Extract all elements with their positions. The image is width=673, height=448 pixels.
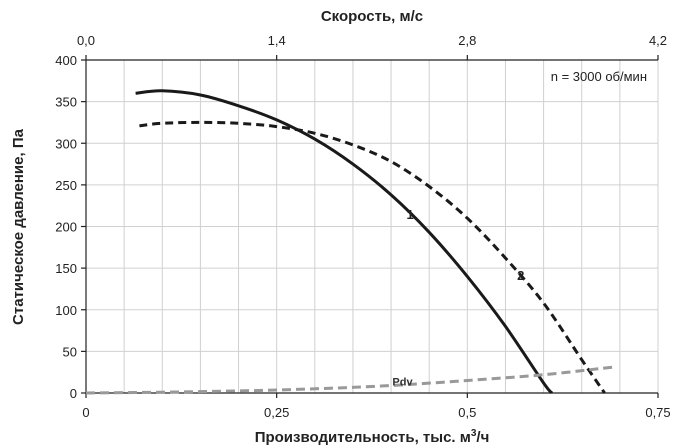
x2-tick-label: 2,8 (458, 33, 476, 48)
tick-labels: 0 0,25 0,5 0,75 0,0 1,4 2,8 4,2 0 50 100 150 200 250 3… (55, 33, 670, 420)
x2-tick-label: 0,0 (77, 33, 95, 48)
x-tick-label: 0,75 (645, 405, 670, 420)
x-tick-label: 0 (82, 405, 89, 420)
series-line-pdv (85, 365, 613, 395)
x2-axis-title: Скорость, м/с (321, 8, 423, 25)
x-axis-title-main: Производительность, тыс. м (255, 429, 471, 446)
series-line-2 (139, 120, 606, 394)
y-axis-title: Статическое давление, Па (10, 128, 27, 325)
y-tick-label: 400 (55, 53, 77, 68)
grid-lines (85, 59, 659, 394)
x-tick-label: 0,5 (458, 405, 476, 420)
x2-tick-label: 4,2 (649, 33, 667, 48)
series-line-1 (135, 89, 554, 395)
y-tick-label: 300 (55, 136, 77, 151)
annotation-rpm: n = 3000 об/мин (551, 69, 647, 84)
y-tick-label: 250 (55, 178, 77, 193)
curve-label-1: 1 (407, 207, 414, 222)
x-tick-label: 0,25 (264, 405, 289, 420)
x-axis-title-sup: 3 (471, 428, 477, 439)
x-axis-title-tail: /ч (476, 429, 489, 446)
y-tick-label: 150 (55, 261, 77, 276)
curve-label-2: 2 (517, 268, 524, 283)
y-tick-label: 350 (55, 95, 77, 110)
y-tick-label: 100 (55, 303, 77, 318)
x-axis-title: Производительность, тыс. м3/ч (255, 428, 490, 446)
curve-label-pdv: Pdv (392, 377, 413, 389)
y-tick-label: 50 (63, 344, 77, 359)
x2-tick-label: 1,4 (268, 33, 286, 48)
curve-labels: 1 2 Pdv (392, 207, 524, 389)
y-tick-label: 0 (70, 386, 77, 401)
axes (81, 55, 659, 398)
y-tick-label: 200 (55, 220, 77, 235)
series-lines (85, 89, 613, 395)
